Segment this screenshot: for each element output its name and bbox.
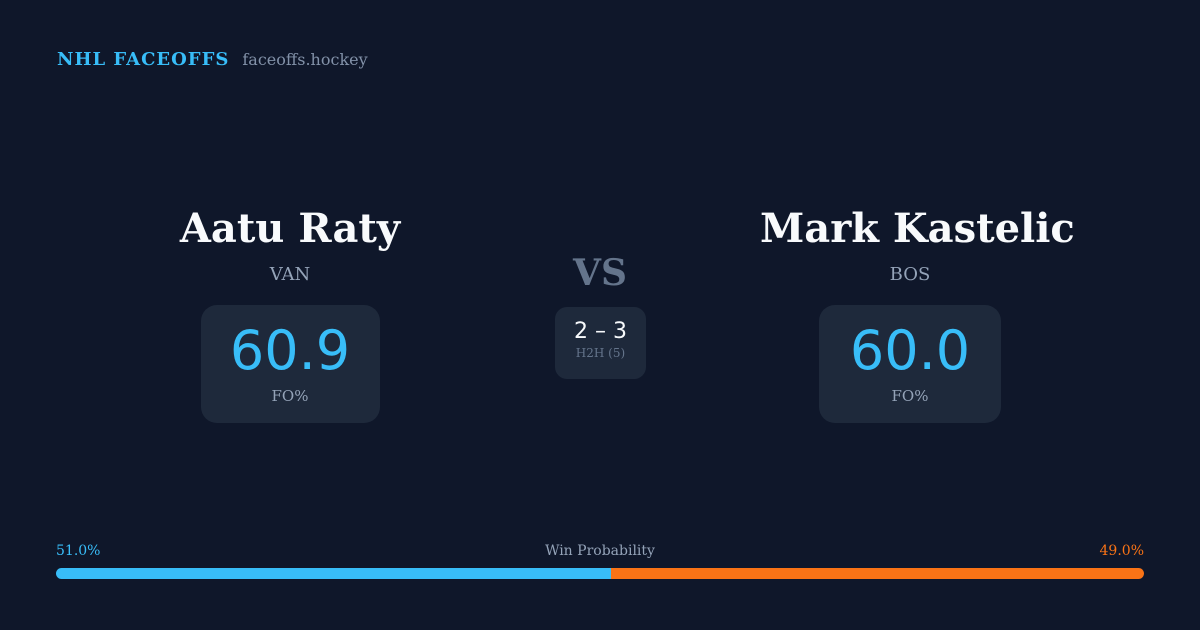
- right-player-name: Mark Kastelic: [760, 205, 1075, 252]
- left-player-name: Aatu Raty: [179, 205, 401, 252]
- left-probability-fill: [56, 568, 611, 579]
- right-probability: 49.0%: [1099, 543, 1144, 559]
- right-player-team: BOS: [889, 264, 931, 285]
- right-player: Mark Kastelic BOS 60.0 FO%: [760, 205, 1075, 423]
- probability-bar: [56, 568, 1144, 579]
- left-fo-label: FO%: [271, 387, 309, 405]
- right-probability-fill: [610, 568, 1144, 579]
- brand-title: NHL FACEOFFS: [57, 49, 230, 70]
- right-fo-value: 60.0: [849, 319, 971, 382]
- h2h-label: H2H (5): [575, 346, 626, 360]
- left-player-team: VAN: [269, 264, 311, 285]
- left-fo-card: 60.9 FO%: [200, 305, 380, 423]
- right-fo-label: FO%: [891, 387, 929, 405]
- vs-label: VS: [573, 252, 627, 294]
- left-probability: 51.0%: [56, 543, 101, 559]
- left-player: Aatu Raty VAN 60.9 FO%: [140, 205, 440, 423]
- win-probability: 51.0% Win Probability 49.0%: [56, 543, 1144, 579]
- h2h-score: 2 – 3: [574, 319, 627, 344]
- probability-label: Win Probability: [545, 543, 655, 559]
- brand: NHL FACEOFFS faceoffs.hockey: [57, 49, 368, 70]
- brand-domain: faceoffs.hockey: [242, 50, 368, 69]
- h2h-card: 2 – 3 H2H (5): [555, 307, 646, 379]
- right-fo-card: 60.0 FO%: [819, 305, 1001, 423]
- left-fo-value: 60.9: [229, 319, 351, 382]
